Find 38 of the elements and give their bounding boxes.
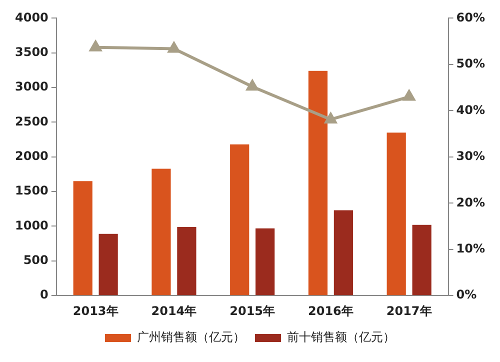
- y2-tick-label: 10%: [456, 241, 486, 256]
- y2-tick-label: 60%: [456, 10, 486, 24]
- bar: [256, 228, 275, 296]
- y-tick-label: 4000: [14, 10, 48, 24]
- point: [403, 90, 415, 101]
- bar: [152, 168, 171, 296]
- x-tick-label: 2016年: [308, 304, 354, 318]
- legend-label: 广州销售额（亿元）: [137, 330, 245, 344]
- y-tick-label: 3500: [14, 45, 48, 59]
- y2-tick-label: 40%: [456, 102, 486, 117]
- bar: [308, 70, 328, 296]
- point: [324, 112, 337, 124]
- y2-tick-label: 30%: [456, 149, 486, 164]
- y-tick-label: 1000: [14, 218, 48, 232]
- x-tick-label: 2013年: [72, 304, 118, 318]
- bar: [412, 224, 432, 296]
- y2-tick-label: 20%: [456, 195, 486, 210]
- y2-tick-label: 0%: [456, 288, 477, 302]
- legend-label: 前十销售额（亿元）: [287, 330, 395, 344]
- point: [246, 80, 258, 91]
- point: [168, 42, 180, 53]
- x-tick-label: 2014年: [151, 304, 197, 318]
- y-tick-label: 2000: [14, 149, 48, 164]
- y-tick-label: 500: [23, 253, 48, 268]
- bar: [98, 234, 118, 296]
- x-tick-label: 2015年: [230, 304, 276, 318]
- y-tick-label: 3000: [14, 80, 48, 94]
- bar: [386, 132, 406, 296]
- bar: [73, 181, 92, 296]
- point: [90, 40, 102, 52]
- bar: [177, 226, 196, 296]
- bar: [334, 210, 353, 296]
- y-tick-label: 1500: [14, 184, 48, 198]
- y-tick-label: 2500: [14, 114, 48, 128]
- bar: [230, 144, 250, 296]
- y2-tick-label: 50%: [456, 56, 486, 71]
- y-tick-label: 0: [40, 288, 48, 302]
- x-tick-label: 2017年: [386, 304, 432, 318]
